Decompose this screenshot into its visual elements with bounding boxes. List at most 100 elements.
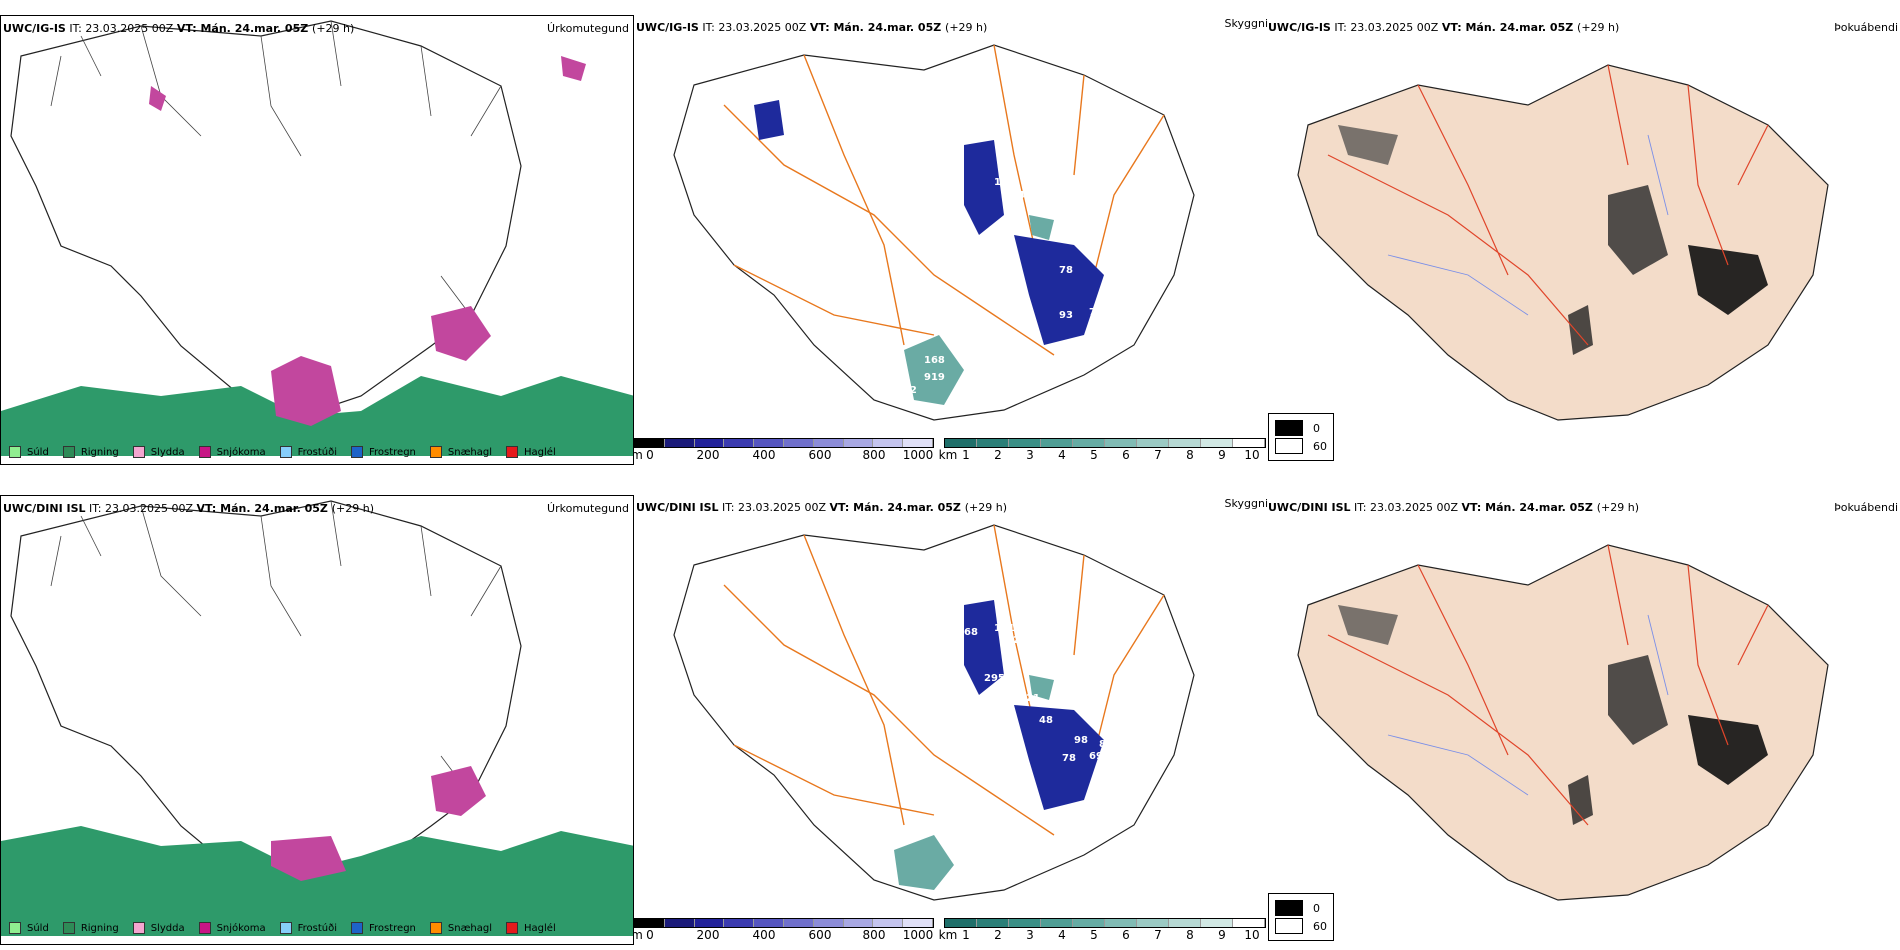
visibility-colorbar: km 1 2 3 4 5 6 7 8 9 10: [939, 918, 1266, 942]
legend-swatch: [429, 446, 442, 458]
visibility-panel-top: UWC/IG-IS IT: 23.03.2025 00Z VT: Mán. 24…: [634, 15, 1270, 465]
colorbar-tick: 9: [1218, 928, 1226, 942]
legend-swatch: [9, 446, 21, 458]
colorbar-tick: 2: [994, 448, 1002, 462]
fog-legend-swatch: [1275, 918, 1303, 934]
visibility-value: 86: [1099, 739, 1113, 750]
colorbar-tick: 7: [1154, 928, 1162, 942]
fog-legend-label: 0: [1313, 901, 1320, 915]
legend-item: Súld: [9, 922, 49, 934]
legend-item: Haglél: [506, 922, 556, 934]
legend-swatch: [279, 446, 292, 458]
colorbar-tick: 0: [646, 448, 654, 462]
header-top-fog: UWC/IG-IS IT: 23.03.2025 00Z VT: Mán. 24…: [1268, 21, 1619, 34]
legend-label: Haglél: [524, 922, 556, 934]
colorbar-tick: 10: [1244, 448, 1260, 462]
precip-panel-top: UWC/IG-IS IT: 23.03.2025 00Z VT: Mán. 24…: [0, 15, 634, 465]
legend-label: Haglél: [524, 446, 556, 458]
colorbar-tick: 5: [1090, 928, 1098, 942]
legend-label: Súld: [27, 446, 49, 458]
legend-swatch: [279, 922, 292, 934]
cloud-base-colorbar: m 0 200 400 600 800 1000: [634, 438, 934, 462]
valid-time-label: VT:: [1441, 21, 1462, 34]
precip-legend: Súld Rigning Slydda Snjókoma Frostúði Fr…: [1, 440, 562, 464]
lead-time: (+29 h): [945, 21, 988, 34]
init-time: IT: 23.03.2025 00Z: [718, 501, 830, 514]
valid-time-label: VT:: [1461, 501, 1482, 514]
valid-time: Mán. 24.mar. 05Z: [216, 502, 332, 515]
colorbar-tick: 4: [1058, 448, 1066, 462]
colorbar-tick: 4: [1058, 928, 1066, 942]
valid-time: Mán. 24.mar. 05Z: [829, 21, 946, 34]
model-name: UWC/DINI ISL: [1268, 501, 1351, 514]
lead-time: (+29 h): [1596, 501, 1639, 514]
colorbar-strip: [634, 918, 934, 928]
legend-item: Frostúði: [279, 446, 337, 458]
colorbar-tick: 9: [1218, 448, 1226, 462]
visibility-value: 12: [1121, 717, 1135, 728]
legend-swatch: [429, 922, 442, 934]
colorbar-tick: 7: [1154, 448, 1162, 462]
visibility-value: 12: [994, 177, 1008, 188]
legend-swatch: [351, 446, 363, 458]
legend-label: Rigning: [80, 922, 119, 934]
legend-label: Snæhagl: [447, 446, 493, 458]
lead-time: (+29 h): [964, 501, 1007, 514]
fog-legend-item: 60: [1275, 918, 1327, 934]
colorbar-tick: 2: [994, 928, 1002, 942]
header-bottom-fog: UWC/DINI ISL IT: 23.03.2025 00Z VT: Mán.…: [1268, 501, 1639, 514]
precip-panel-bottom: UWC/DINI ISL IT: 23.03.2025 00Z VT: Mán.…: [0, 495, 634, 945]
visibility-value: 168: [924, 355, 945, 366]
colorbar-tick: 400: [752, 928, 776, 942]
model-name: UWC/IG-IS: [636, 21, 699, 34]
visibility-value: 78: [1059, 265, 1073, 276]
fog-legend-swatch: [1275, 438, 1303, 454]
valid-time: Mán. 24.mar. 05Z: [196, 22, 313, 35]
panel-title-visibility: Skyggni: [1224, 17, 1268, 30]
colorbar-tick: 3: [1026, 928, 1034, 942]
legend-label: Frostúði: [297, 446, 337, 458]
legend-item: Frostregn: [351, 446, 416, 458]
colorbar-tick: 6: [1122, 928, 1130, 942]
fog-legend-label: 0: [1313, 421, 1320, 435]
legend-swatch: [506, 446, 519, 458]
legend-item: Slydda: [132, 446, 185, 458]
visibility-value: 21: [1026, 693, 1040, 704]
visibility-value: 922: [896, 385, 917, 396]
visibility-value: 125: [1006, 635, 1027, 646]
colorbar-tick: 200: [696, 448, 720, 462]
legend-item: Rigning: [62, 922, 119, 934]
visibility-value: 93: [1059, 310, 1073, 321]
init-time: IT: 23.03.2025 00Z: [1350, 501, 1462, 514]
legend-swatch: [9, 922, 21, 934]
visibility-value: 78: [1062, 753, 1076, 764]
fog-legend-item: 0: [1275, 420, 1327, 436]
init-time: IT: 23.03.2025 00Z: [65, 22, 177, 35]
visibility-value: 25: [989, 225, 1003, 236]
visibility-value: 295: [984, 673, 1005, 684]
visibility-value: 111: [994, 623, 1015, 634]
panel-title-precip: Úrkomutegund: [547, 22, 629, 35]
legend-label: Snæhagl: [447, 922, 493, 934]
colorbar-tick: 1: [962, 448, 970, 462]
legend-item: Rigning: [62, 446, 119, 458]
fog-legend-item: 0: [1275, 900, 1327, 916]
panel-title-fog: Þokuábendi: [1834, 21, 1898, 34]
init-time: IT: 23.03.2025 00Z: [698, 21, 810, 34]
visibility-value: 48: [1039, 715, 1053, 726]
header-top-precip: UWC/IG-IS IT: 23.03.2025 00Z VT: Mán. 24…: [3, 22, 354, 35]
colorbar-tick: 8: [1186, 448, 1194, 462]
fog-legend-item: 60: [1275, 438, 1327, 454]
colorbar-tick: 1: [962, 928, 970, 942]
fog-legend-swatch: [1275, 420, 1303, 436]
legend-item: Súld: [9, 446, 49, 458]
legend-label: Slydda: [150, 446, 185, 458]
colorbar-tick: 400: [752, 448, 776, 462]
fog-legend: 0 60: [1268, 893, 1334, 941]
valid-time-label: VT:: [829, 501, 850, 514]
colorbar-tick: 600: [808, 448, 832, 462]
iceland-map-visibility-top: [673, 44, 1195, 421]
colorbar-strip: [944, 918, 1266, 928]
visibility-value: 111: [1114, 267, 1135, 278]
visibility-value: 82: [1102, 283, 1116, 294]
